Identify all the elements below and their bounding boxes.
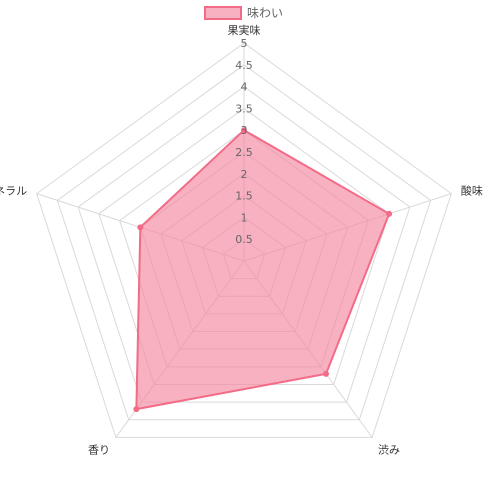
axis-label: 渋み [378,443,400,456]
tick-label: 1.5 [235,190,253,203]
data-point [137,224,144,231]
axis-label: 香り [88,443,110,456]
grid-ring [56,64,432,421]
data-point [241,127,247,134]
grid-ring [36,42,452,438]
grid-ring [77,85,411,403]
data-point [386,210,393,217]
tick-label: 3 [241,124,248,137]
axis-label: 果実味 [228,23,261,37]
data-point [323,370,330,377]
axis-label: 酸味 [461,184,483,198]
tick-label: 3.5 [235,102,253,115]
legend-swatch-taste [204,6,242,20]
tick-label: 5 [241,37,248,50]
legend: 味わい [204,6,283,20]
radar-tick-labels: 0.5 1 1.5 2 2.5 3 3.5 4 4.5 5 [235,37,253,246]
data-point [133,406,140,413]
tick-label: 0.5 [235,233,253,246]
tick-label: 1 [241,211,248,224]
radar-series [133,127,393,413]
tick-label: 2.5 [235,146,253,159]
series-area [135,128,391,411]
tick-label: 2 [241,168,248,181]
axis-label: ミネラル [0,185,27,198]
legend-label-taste: 味わい [247,6,283,20]
tick-label: 4.5 [235,59,253,72]
tick-label: 4 [241,81,248,94]
